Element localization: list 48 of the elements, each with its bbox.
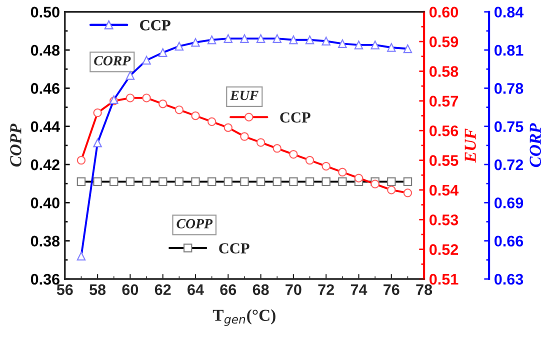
y3-tick-label: 0.81: [494, 44, 524, 56]
legend-label: CCP: [219, 243, 250, 254]
y3-tick-label: 0.72: [494, 159, 524, 170]
annotation: COPP: [176, 219, 213, 228]
y-tick-label: 0.50: [30, 6, 60, 18]
y-tick-label: 0.46: [30, 83, 60, 94]
y2-tick-label: 0.55: [430, 155, 458, 166]
y2-tick-label: 0.59: [430, 36, 458, 48]
y2-tick-label: 0.56: [430, 125, 458, 136]
x-tick-label: 60: [122, 284, 138, 296]
y3-tick-label: 0.84: [494, 6, 524, 18]
x-tick-label: 62: [154, 284, 171, 296]
y-axis-title: COPP: [10, 124, 22, 167]
y2-axis-title: EUF: [464, 128, 476, 163]
annotation: CORP: [94, 56, 131, 66]
legend-label: CCP: [280, 112, 310, 123]
y3-axis-title: CORP: [530, 123, 541, 168]
y2-tick-label: 0.54: [430, 184, 459, 196]
y2-tick-label: 0.53: [430, 214, 458, 226]
y3-tick-label: 0.66: [494, 236, 524, 247]
x-tick-label: 78: [416, 284, 432, 296]
x-tick-label: 58: [90, 284, 106, 296]
y-tick-label: 0.36: [30, 274, 60, 285]
y-tick-label: 0.44: [30, 121, 60, 132]
x-tick-label: 56: [56, 284, 73, 296]
y2-tick-label: 0.60: [430, 6, 458, 18]
x-axis-title: T$_{gen}$(°C): [212, 309, 276, 326]
x-tick-label: 68: [252, 284, 269, 296]
y2-tick-label: 0.51: [430, 274, 458, 285]
x-tick-label: 64: [188, 284, 204, 296]
annotation: EUF: [230, 90, 258, 100]
x-tick-label: 76: [384, 284, 400, 296]
y2-tick-label: 0.57: [430, 96, 458, 107]
y-tick-label: 0.42: [30, 159, 60, 170]
x-tick-label: 74: [350, 284, 368, 295]
x-tick-label: 70: [286, 284, 302, 296]
y3-tick-label: 0.69: [494, 198, 524, 208]
x-tick-label: 72: [318, 284, 334, 295]
legend-label: CCP: [140, 20, 170, 30]
y3-tick-label: 0.78: [494, 83, 524, 94]
x-tick-label: 66: [220, 284, 236, 296]
y-tick-label: 0.38: [30, 236, 60, 247]
y2-tick-label: 0.58: [430, 66, 458, 77]
y3-tick-label: 0.75: [494, 121, 524, 132]
y3-tick-label: 0.63: [494, 274, 524, 285]
y2-tick-label: 0.52: [430, 244, 458, 255]
y-tick-label: 0.48: [30, 44, 60, 56]
y-tick-label: 0.40: [30, 198, 60, 208]
